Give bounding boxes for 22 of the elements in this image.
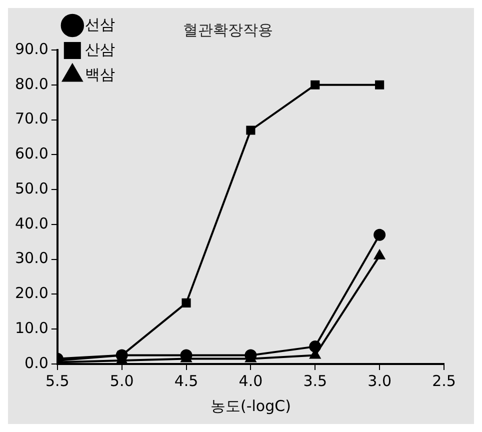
x-tick-label: 2.5: [432, 372, 456, 390]
legend-label: 선삼: [84, 15, 115, 34]
y-tick-label: 20.0: [14, 284, 48, 302]
y-tick-label: 50.0: [14, 179, 48, 198]
y-tick-label: 10.0: [14, 319, 48, 337]
legend-label: 산삼: [84, 40, 115, 58]
y-tick-label: 60.0: [14, 144, 48, 163]
x-axis-title: 농도(-logC): [210, 396, 291, 415]
x-tick-label: 4.5: [174, 372, 198, 390]
x-tick-label: 4.0: [238, 372, 263, 390]
y-tick-label: 80.0: [14, 74, 48, 93]
x-tick-label: 3.0: [368, 372, 392, 390]
x-tick-label: 3.5: [303, 372, 328, 390]
y-tick-label: 90.0: [14, 40, 48, 58]
y-tick-label: 40.0: [14, 214, 48, 232]
y-tick-label: 0.0: [24, 354, 48, 372]
y-tick-label: 30.0: [14, 249, 48, 268]
chart-title: 혈관확장작용: [183, 20, 273, 39]
y-tick-label: 70.0: [14, 110, 48, 128]
legend-label: 백삼: [84, 65, 115, 84]
x-tick-label: 5.5: [45, 372, 70, 390]
x-tick-label: 5.0: [110, 372, 134, 390]
